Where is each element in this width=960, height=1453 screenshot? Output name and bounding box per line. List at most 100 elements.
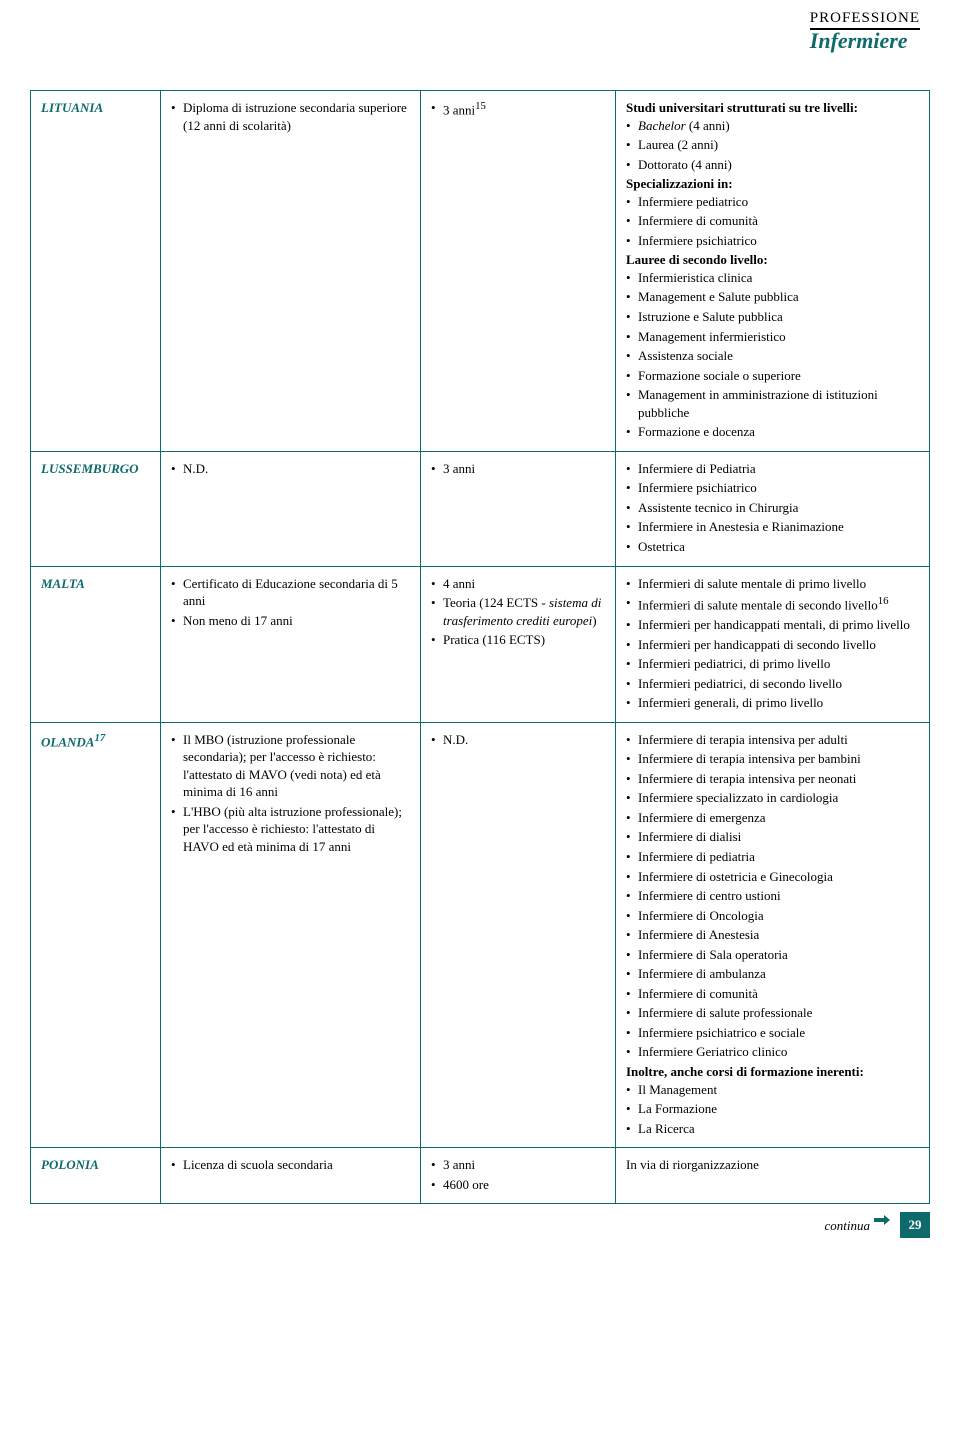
country-cell: LITUANIA <box>31 91 161 452</box>
list-item: Infermiere Geriatrico clinico <box>626 1043 919 1061</box>
list-item: Assistenza sociale <box>626 347 919 365</box>
countries-table: LITUANIA Diploma di istruzione secondari… <box>30 90 930 1204</box>
col3-cell: 3 anni15 <box>421 91 616 452</box>
list-item: Bachelor (4 anni) <box>626 117 919 135</box>
list-item: Infermiere di comunità <box>626 985 919 1003</box>
list-item: Infermiere di dialisi <box>626 828 919 846</box>
col4-cell: Infermiere di terapia intensiva per adul… <box>616 722 930 1147</box>
list-item: Infermieristica clinica <box>626 269 919 287</box>
col4-cell: Infermiere di PediatriaInfermiere psichi… <box>616 451 930 566</box>
list-item: Infermiere di ostetricia e Ginecologia <box>626 868 919 886</box>
list-item: N.D. <box>431 731 605 749</box>
arrow-icon <box>874 1212 890 1230</box>
list-item: Formazione sociale o superiore <box>626 367 919 385</box>
list-item: Infermiere di ambulanza <box>626 965 919 983</box>
col3-cell: 4 anniTeoria (124 ECTS - sistema di tras… <box>421 566 616 722</box>
col3-cell: 3 anni <box>421 451 616 566</box>
country-cell: LUSSEMBURGO <box>31 451 161 566</box>
list-item: Infermieri pediatrici, di secondo livell… <box>626 675 919 693</box>
list-item: Teoria (124 ECTS - sistema di trasferime… <box>431 594 605 629</box>
col2-cell: Licenza di scuola secondaria <box>161 1148 421 1204</box>
list-item: N.D. <box>171 460 410 478</box>
list-item: Infermiere di pediatria <box>626 848 919 866</box>
text-block: Specializzazioni in: <box>626 175 919 193</box>
bullet-list: Infermiere pediatricoInfermiere di comun… <box>626 193 919 250</box>
table-row: LITUANIA Diploma di istruzione secondari… <box>31 91 930 452</box>
list-item: Formazione e docenza <box>626 423 919 441</box>
list-item: 3 anni15 <box>431 99 605 119</box>
publication-logo: PROFESSIONE Infermiere <box>810 10 920 54</box>
list-item: Laurea (2 anni) <box>626 136 919 154</box>
logo-line2: Infermiere <box>810 28 920 54</box>
col4-cell: Infermieri di salute mentale di primo li… <box>616 566 930 722</box>
bullet-list: Infermieri di salute mentale di primo li… <box>626 575 919 712</box>
col3-cell: N.D. <box>421 722 616 1147</box>
text-block: Lauree di secondo livello: <box>626 251 919 269</box>
list-item: Infermiere di Sala operatoria <box>626 946 919 964</box>
list-item: Assistente tecnico in Chirurgia <box>626 499 919 517</box>
list-item: Licenza di scuola secondaria <box>171 1156 410 1174</box>
country-cell: OLANDA17 <box>31 722 161 1147</box>
list-item: Infermiere di comunità <box>626 212 919 230</box>
list-item: Infermiere in Anestesia e Rianimazione <box>626 518 919 536</box>
col4-cell: In via di riorganizzazione <box>616 1148 930 1204</box>
list-item: Ostetrica <box>626 538 919 556</box>
list-item: Infermieri di salute mentale di primo li… <box>626 575 919 593</box>
list-item: Istruzione e Salute pubblica <box>626 308 919 326</box>
bullet-list: Il ManagementLa Formazione La Ricerca <box>626 1081 919 1138</box>
list-item: Infermiere di centro ustioni <box>626 887 919 905</box>
list-item: Infermiere di Anestesia <box>626 926 919 944</box>
logo-line1: PROFESSIONE <box>810 10 920 30</box>
list-item: Infermiere psichiatrico e sociale <box>626 1024 919 1042</box>
list-item: 3 anni <box>431 1156 605 1174</box>
list-item: L'HBO (più alta istruzione professionale… <box>171 803 410 856</box>
bullet-list: Infermiere di PediatriaInfermiere psichi… <box>626 460 919 556</box>
list-item: Infermieri per handicappati mentali, di … <box>626 616 919 634</box>
col4-cell: Studi universitari strutturati su tre li… <box>616 91 930 452</box>
bullet-list: Infermieristica clinicaManagement e Salu… <box>626 269 919 441</box>
list-item: La Ricerca <box>626 1120 919 1138</box>
col2-cell: Il MBO (istruzione professionale seconda… <box>161 722 421 1147</box>
list-item: Infermiere di terapia intensiva per bamb… <box>626 750 919 768</box>
continua-label: continua <box>825 1218 871 1234</box>
list-item: Infermieri pediatrici, di primo livello <box>626 655 919 673</box>
list-item: Non meno di 17 anni <box>171 612 410 630</box>
list-item: 4600 ore <box>431 1176 605 1194</box>
col3-cell: 3 anni 4600 ore <box>421 1148 616 1204</box>
list-item: Infermiere di Oncologia <box>626 907 919 925</box>
col2-cell: Certificato di Educazione secondaria di … <box>161 566 421 722</box>
table-row: OLANDA17 Il MBO (istruzione professional… <box>31 722 930 1147</box>
list-item: 3 anni <box>431 460 605 478</box>
list-item: Infermiere di terapia intensiva per adul… <box>626 731 919 749</box>
list-item: Management e Salute pubblica <box>626 288 919 306</box>
list-item: Infermiere di salute professionale <box>626 1004 919 1022</box>
table-row: MALTA Certificato di Educazione secondar… <box>31 566 930 722</box>
country-cell: MALTA <box>31 566 161 722</box>
list-item: Management infermieristico <box>626 328 919 346</box>
list-item: Infermieri di salute mentale di secondo … <box>626 594 919 614</box>
country-cell: POLONIA <box>31 1148 161 1204</box>
bullet-list: Infermiere di terapia intensiva per adul… <box>626 731 919 1061</box>
list-item: Infermiere di terapia intensiva per neon… <box>626 770 919 788</box>
col2-cell: N.D. <box>161 451 421 566</box>
list-item: Dottorato (4 anni) <box>626 156 919 174</box>
list-item: Infermiere psichiatrico <box>626 232 919 250</box>
list-item: 4 anni <box>431 575 605 593</box>
list-item: Certificato di Educazione secondaria di … <box>171 575 410 610</box>
list-item: La Formazione <box>626 1100 919 1118</box>
table-row: POLONIA Licenza di scuola secondaria 3 a… <box>31 1148 930 1204</box>
list-item: Infermiere di emergenza <box>626 809 919 827</box>
text-block: Studi universitari strutturati su tre li… <box>626 99 919 117</box>
list-item: Management in amministrazione di istituz… <box>626 386 919 421</box>
list-item: Infermieri generali, di primo livello <box>626 694 919 712</box>
page-footer: continua 29 <box>30 1210 930 1238</box>
list-item: Infermiere pediatrico <box>626 193 919 211</box>
list-item: Infermiere specializzato in cardiologia <box>626 789 919 807</box>
list-item: Infermiere di Pediatria <box>626 460 919 478</box>
list-item: Infermieri per handicappati di secondo l… <box>626 636 919 654</box>
list-item: Il MBO (istruzione professionale seconda… <box>171 731 410 801</box>
page-number: 29 <box>900 1212 930 1238</box>
list-item: Il Management <box>626 1081 919 1099</box>
col2-cell: Diploma di istruzione secondaria superio… <box>161 91 421 452</box>
list-item: Pratica (116 ECTS) <box>431 631 605 649</box>
